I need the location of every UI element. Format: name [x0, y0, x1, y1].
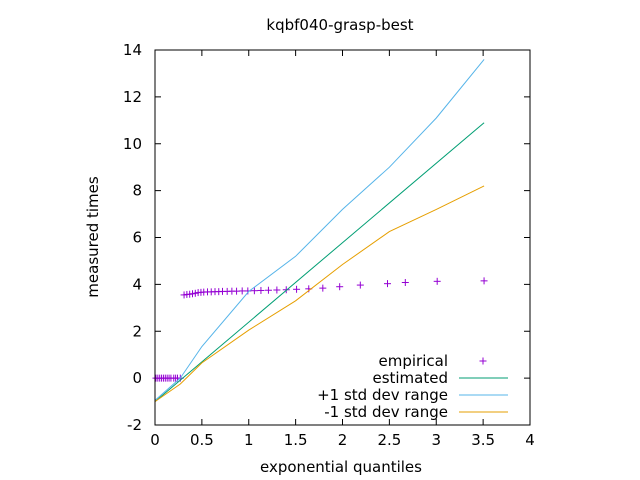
- y-tick-label: -2: [127, 416, 142, 434]
- data-point: [480, 277, 488, 285]
- data-point: [264, 286, 272, 294]
- legend-label: -1 std dev range: [324, 403, 448, 421]
- series-line-1: [154, 122, 485, 402]
- legend-marker: [479, 357, 487, 365]
- data-point: [401, 279, 409, 286]
- data-point: [319, 284, 327, 292]
- y-tick-label: 0: [132, 369, 142, 387]
- x-tick-label: 0: [150, 431, 160, 449]
- data-point: [384, 280, 391, 288]
- y-tick-label: 2: [132, 322, 142, 340]
- data-point: [433, 277, 441, 285]
- data-point: [356, 281, 364, 289]
- axis-ticks: 0 0.5 1 1.5 2 2.5 3 3.5 4 -2 0 2 4 6 8 10 12 14: [123, 41, 535, 449]
- data-point: [257, 286, 265, 294]
- data-point: [244, 287, 252, 295]
- legend-label: +1 std dev range: [317, 386, 448, 404]
- data-point: [336, 283, 344, 291]
- x-tick-label: 1: [244, 431, 254, 449]
- series-line-3: [154, 185, 485, 403]
- y-tick-label: 14: [123, 41, 142, 59]
- y-tick-label: 4: [132, 275, 142, 293]
- y-tick-label: 8: [132, 182, 142, 200]
- x-tick-label: 2: [338, 431, 348, 449]
- y-axis-label: measured times: [84, 176, 102, 298]
- x-tick-label: 4: [525, 431, 535, 449]
- series-line-2: [154, 59, 485, 401]
- x-tick-label: 2.5: [377, 431, 401, 449]
- plot-area: [152, 59, 488, 403]
- y-tick-label: 10: [123, 135, 142, 153]
- x-axis-label: exponential quantiles: [260, 458, 422, 476]
- y-tick-label: 12: [123, 88, 142, 106]
- x-tick-label: 1.5: [284, 431, 308, 449]
- legend-label: estimated: [372, 369, 448, 387]
- x-tick-label: 3.5: [471, 431, 495, 449]
- data-point: [293, 285, 301, 293]
- legend-label: empirical: [379, 352, 448, 370]
- x-tick-label: 3: [431, 431, 441, 449]
- y-tick-label: 6: [132, 229, 142, 247]
- plot-frame: [154, 49, 531, 426]
- data-point: [273, 286, 281, 294]
- chart-title: kqbf040-grasp-best: [266, 16, 413, 34]
- x-tick-label: 0.5: [190, 431, 214, 449]
- data-point: [250, 287, 258, 295]
